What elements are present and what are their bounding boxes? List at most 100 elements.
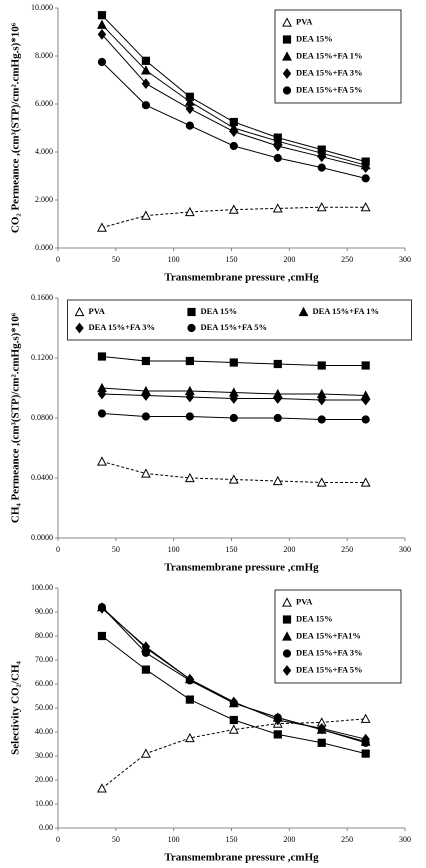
marker — [185, 391, 195, 403]
legend-box — [274, 9, 402, 104]
marker — [97, 28, 107, 40]
legend-marker — [187, 307, 196, 317]
marker — [140, 65, 151, 75]
y-tick-label: 60.00 — [35, 679, 53, 688]
x-tick-label: 100 — [168, 835, 180, 844]
marker — [141, 390, 151, 401]
marker — [360, 713, 371, 723]
legend-label: DEA 15% — [296, 613, 333, 623]
y-tick-label: 70.00 — [35, 655, 53, 664]
marker — [140, 210, 151, 220]
marker — [273, 140, 283, 152]
legend: PVA DEA 15% DEA 15%+FA 1% DEA 15%+FA 3% DEA … — [67, 299, 412, 341]
marker — [316, 477, 327, 487]
x-tick-label: 150 — [226, 835, 238, 844]
marker — [229, 126, 239, 138]
marker — [317, 415, 326, 424]
y-tick-label: 20.00 — [35, 775, 53, 784]
marker — [97, 631, 107, 641]
marker — [97, 456, 107, 466]
y-axis-title: CO₂ Permeance ,(cm³(STP)/cm².cmHg.s)*10⁶ — [10, 22, 22, 233]
marker — [184, 206, 195, 217]
marker — [185, 673, 195, 685]
marker — [317, 163, 326, 172]
marker — [141, 641, 151, 653]
legend-label: PVA — [296, 596, 313, 606]
legend-label: PVA — [296, 16, 313, 26]
legend-marker — [282, 597, 292, 607]
x-tick-label: 200 — [283, 835, 295, 844]
y-tick-label: 0.00 — [39, 823, 53, 832]
marker — [228, 474, 239, 484]
marker — [273, 413, 282, 423]
marker — [273, 153, 282, 163]
legend-marker — [187, 323, 196, 333]
marker — [97, 352, 107, 361]
x-axis-title: Transmembrane pressure ,cmHg — [164, 272, 319, 284]
legend-marker — [282, 665, 292, 676]
marker — [184, 732, 195, 743]
legend-label: DEA 15%+FA 5% — [201, 322, 268, 332]
marker — [229, 141, 238, 151]
y-axis-title: Selectivity CO₂/CH₄ — [10, 660, 22, 754]
x-tick-label: 300 — [399, 835, 411, 844]
legend-marker — [282, 17, 292, 27]
x-tick-label: 200 — [283, 255, 295, 264]
y-tick-label: 0.0800 — [31, 413, 53, 422]
x-tick-label: 50 — [112, 545, 120, 554]
x-tick-label: 100 — [168, 545, 180, 554]
marker — [141, 412, 151, 421]
marker — [185, 412, 194, 421]
marker — [97, 19, 107, 29]
x-tick-label: 0 — [56, 545, 60, 554]
x-tick-label: 150 — [226, 545, 238, 554]
marker — [141, 101, 151, 110]
marker — [141, 665, 151, 674]
y-tick-label: 0.0400 — [31, 473, 53, 482]
marker — [229, 393, 239, 404]
marker — [361, 394, 370, 406]
marker — [361, 733, 370, 745]
marker — [273, 393, 283, 404]
legend-marker — [282, 86, 292, 95]
marker — [360, 477, 371, 487]
legend-marker — [75, 322, 84, 334]
x-tick-label: 300 — [399, 255, 411, 264]
x-tick-label: 100 — [168, 255, 180, 264]
marker — [97, 57, 107, 67]
y-tick-label: 100.00 — [31, 583, 53, 592]
marker — [185, 356, 194, 366]
y-tick-label: 10.00 — [35, 799, 53, 808]
legend-marker — [282, 615, 292, 624]
x-tick-label: 50 — [112, 255, 120, 264]
marker — [185, 695, 194, 704]
marker — [317, 151, 326, 163]
x-tick-label: 250 — [341, 255, 353, 264]
marker — [97, 388, 107, 400]
marker — [229, 696, 239, 708]
y-tick-label: 0.000 — [35, 243, 53, 252]
legend-label: PVA — [89, 306, 106, 316]
legend-label: DEA 15%+FA 1% — [313, 306, 380, 316]
legend: PVA DEA 15% DEA 15%+FA 1% DEA 15%+FA 3% DEA … — [274, 9, 402, 104]
marker — [97, 11, 107, 20]
y-tick-label: 90.00 — [35, 607, 53, 616]
x-tick-label: 200 — [283, 545, 295, 554]
marker — [141, 356, 151, 366]
legend-label: DEA 15%+FA 3% — [89, 322, 156, 332]
legend-label: DEA 15%+FA 3% — [296, 647, 363, 657]
y-tick-label: 0.1600 — [31, 293, 53, 302]
x-tick-label: 250 — [341, 545, 353, 554]
marker — [317, 361, 326, 370]
y-tick-label: 40.00 — [35, 727, 53, 736]
x-tick-label: 250 — [341, 835, 353, 844]
marker — [185, 103, 195, 115]
marker — [273, 359, 282, 369]
legend-box — [274, 589, 402, 684]
marker — [273, 730, 282, 739]
y-tick-label: 0.0000 — [31, 533, 53, 542]
x-axis-title: Transmembrane pressure ,cmHg — [164, 852, 319, 864]
legend-marker — [298, 306, 309, 317]
marker — [229, 358, 238, 367]
